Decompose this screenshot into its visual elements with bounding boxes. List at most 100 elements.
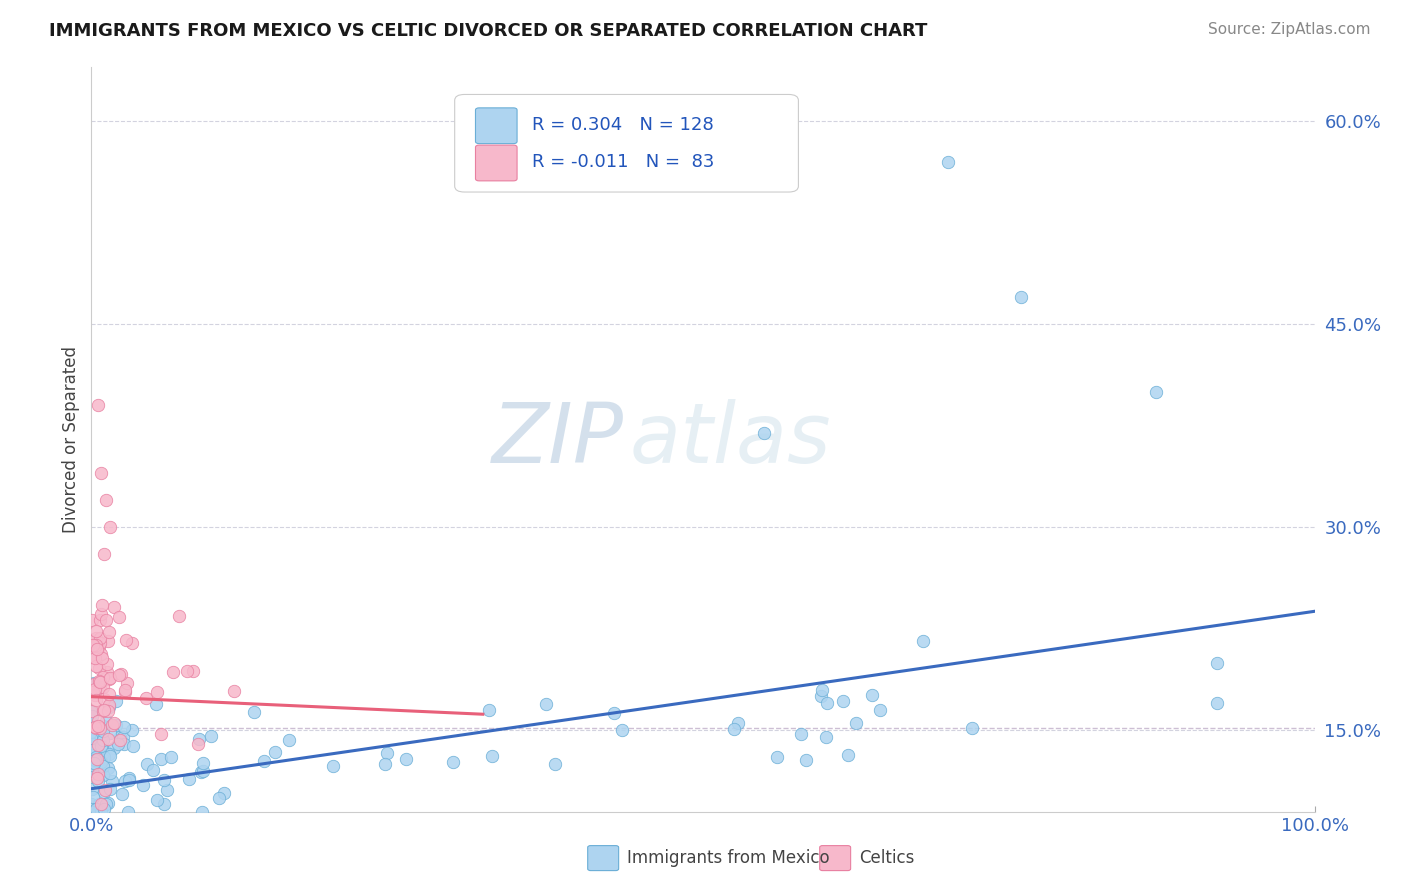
Point (91, 651, 114, 665)
Point (80, 705, 103, 719)
Point (191, 756, 214, 770)
Point (90, 466, 112, 480)
Point (87, 767, 110, 781)
Point (87, 805, 110, 819)
Point (727, 715, 749, 730)
Point (87, 673, 110, 688)
Point (1010, 290, 1032, 304)
Point (253, 755, 276, 769)
Point (1205, 657, 1227, 671)
Point (114, 683, 136, 698)
Point (159, 749, 181, 764)
Point (97, 761, 120, 775)
Point (190, 764, 212, 779)
Point (395, 752, 418, 766)
Point (83, 803, 105, 817)
Point (132, 778, 155, 792)
Point (91, 680, 114, 694)
Point (794, 753, 817, 767)
Point (87, 714, 110, 729)
Point (723, 723, 745, 737)
Point (960, 721, 983, 735)
Point (136, 756, 159, 771)
Point (94, 493, 117, 508)
Point (80, 755, 103, 769)
Text: R = 0.304   N = 128: R = 0.304 N = 128 (531, 116, 713, 134)
Point (187, 731, 209, 746)
Point (145, 697, 167, 711)
Point (110, 732, 132, 747)
FancyBboxPatch shape (475, 108, 517, 144)
Point (84, 749, 107, 764)
Text: R = -0.011   N =  83: R = -0.011 N = 83 (531, 153, 714, 171)
Point (832, 694, 855, 708)
Point (100, 773, 122, 788)
Point (80, 756, 103, 771)
Point (187, 737, 209, 751)
Point (97, 687, 120, 701)
Point (112, 730, 135, 744)
Point (84, 721, 107, 735)
Point (121, 635, 143, 649)
Point (121, 723, 143, 737)
Point (87, 738, 110, 752)
Point (277, 732, 299, 747)
Point (114, 684, 136, 698)
Point (91, 598, 114, 612)
Point (1205, 697, 1227, 711)
Point (97, 625, 120, 640)
Point (91, 759, 114, 773)
Point (754, 425, 776, 440)
Point (89, 675, 111, 690)
Point (375, 746, 398, 760)
Point (176, 664, 198, 678)
Point (84, 631, 107, 645)
Point (82, 758, 104, 772)
Text: Source: ZipAtlas.com: Source: ZipAtlas.com (1208, 22, 1371, 37)
Point (91, 733, 114, 747)
Point (80, 761, 103, 775)
Point (93, 785, 115, 799)
Point (98, 781, 121, 796)
Point (93, 751, 115, 765)
Point (108, 668, 131, 682)
Point (91, 724, 114, 739)
Point (90, 647, 112, 661)
Point (97, 704, 120, 718)
Point (117, 805, 139, 819)
Point (90, 805, 112, 819)
Point (93, 670, 115, 684)
Point (87, 773, 110, 788)
Point (89, 640, 111, 655)
Point (80, 708, 103, 723)
Point (765, 750, 787, 764)
Point (478, 703, 501, 717)
FancyBboxPatch shape (820, 846, 851, 871)
Point (89, 636, 111, 650)
Point (80, 781, 103, 796)
Text: Celtics: Celtics (859, 849, 914, 867)
FancyBboxPatch shape (588, 846, 619, 871)
Point (93, 744, 115, 758)
Point (603, 706, 626, 720)
Point (837, 748, 859, 763)
Point (122, 739, 145, 753)
Point (162, 665, 184, 680)
Text: Immigrants from Mexico: Immigrants from Mexico (627, 849, 830, 867)
Point (118, 772, 141, 786)
Point (153, 773, 176, 788)
Point (84, 737, 107, 751)
Point (1144, 384, 1167, 399)
Point (845, 715, 868, 730)
Point (181, 664, 204, 678)
Point (84, 752, 107, 766)
Point (84, 747, 107, 762)
Point (82, 613, 104, 627)
Point (110, 666, 132, 681)
Point (103, 741, 125, 756)
Point (146, 793, 169, 807)
Point (86, 771, 108, 785)
Point (93, 783, 115, 797)
Point (97, 732, 120, 747)
Point (90, 739, 112, 754)
